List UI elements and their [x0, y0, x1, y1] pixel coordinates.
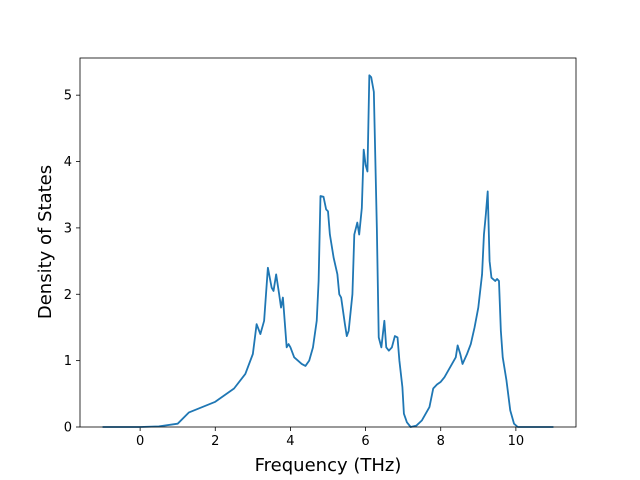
y-tick-label: 1 — [64, 354, 72, 369]
x-tick-label: 6 — [361, 434, 369, 449]
y-tick-label: 2 — [64, 288, 72, 303]
line — [102, 74, 554, 428]
x-tick-label: 10 — [508, 434, 525, 449]
x-axis-label: Frequency (THz) — [255, 455, 402, 476]
y-tick-label: 5 — [64, 89, 72, 104]
y-tick-label: 4 — [64, 155, 72, 170]
y-tick-label: 0 — [64, 421, 72, 436]
y-axis-label: Density of States — [35, 165, 56, 319]
x-tick-label: 2 — [211, 434, 219, 449]
plot-frame — [79, 57, 577, 428]
x-tick-label: 0 — [136, 434, 144, 449]
y-tick-label: 3 — [64, 221, 72, 236]
x-tick-label: 4 — [286, 434, 294, 449]
x-tick-label: 8 — [437, 434, 445, 449]
